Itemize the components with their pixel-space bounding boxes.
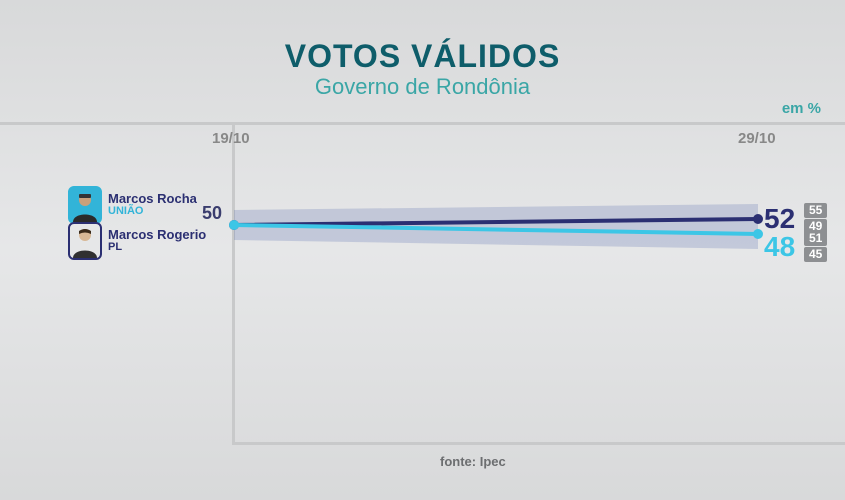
candidate-1-ci-upper: 55 xyxy=(804,203,827,218)
candidate-2-ci-lower: 45 xyxy=(804,247,827,262)
candidate-2-ci-upper: 51 xyxy=(804,231,827,246)
candidate-2-end-value: 48 xyxy=(764,231,795,263)
poll-line-chart xyxy=(0,0,845,500)
start-value-label: 50 xyxy=(202,203,222,224)
source-label: fonte: Ipec xyxy=(440,454,506,469)
